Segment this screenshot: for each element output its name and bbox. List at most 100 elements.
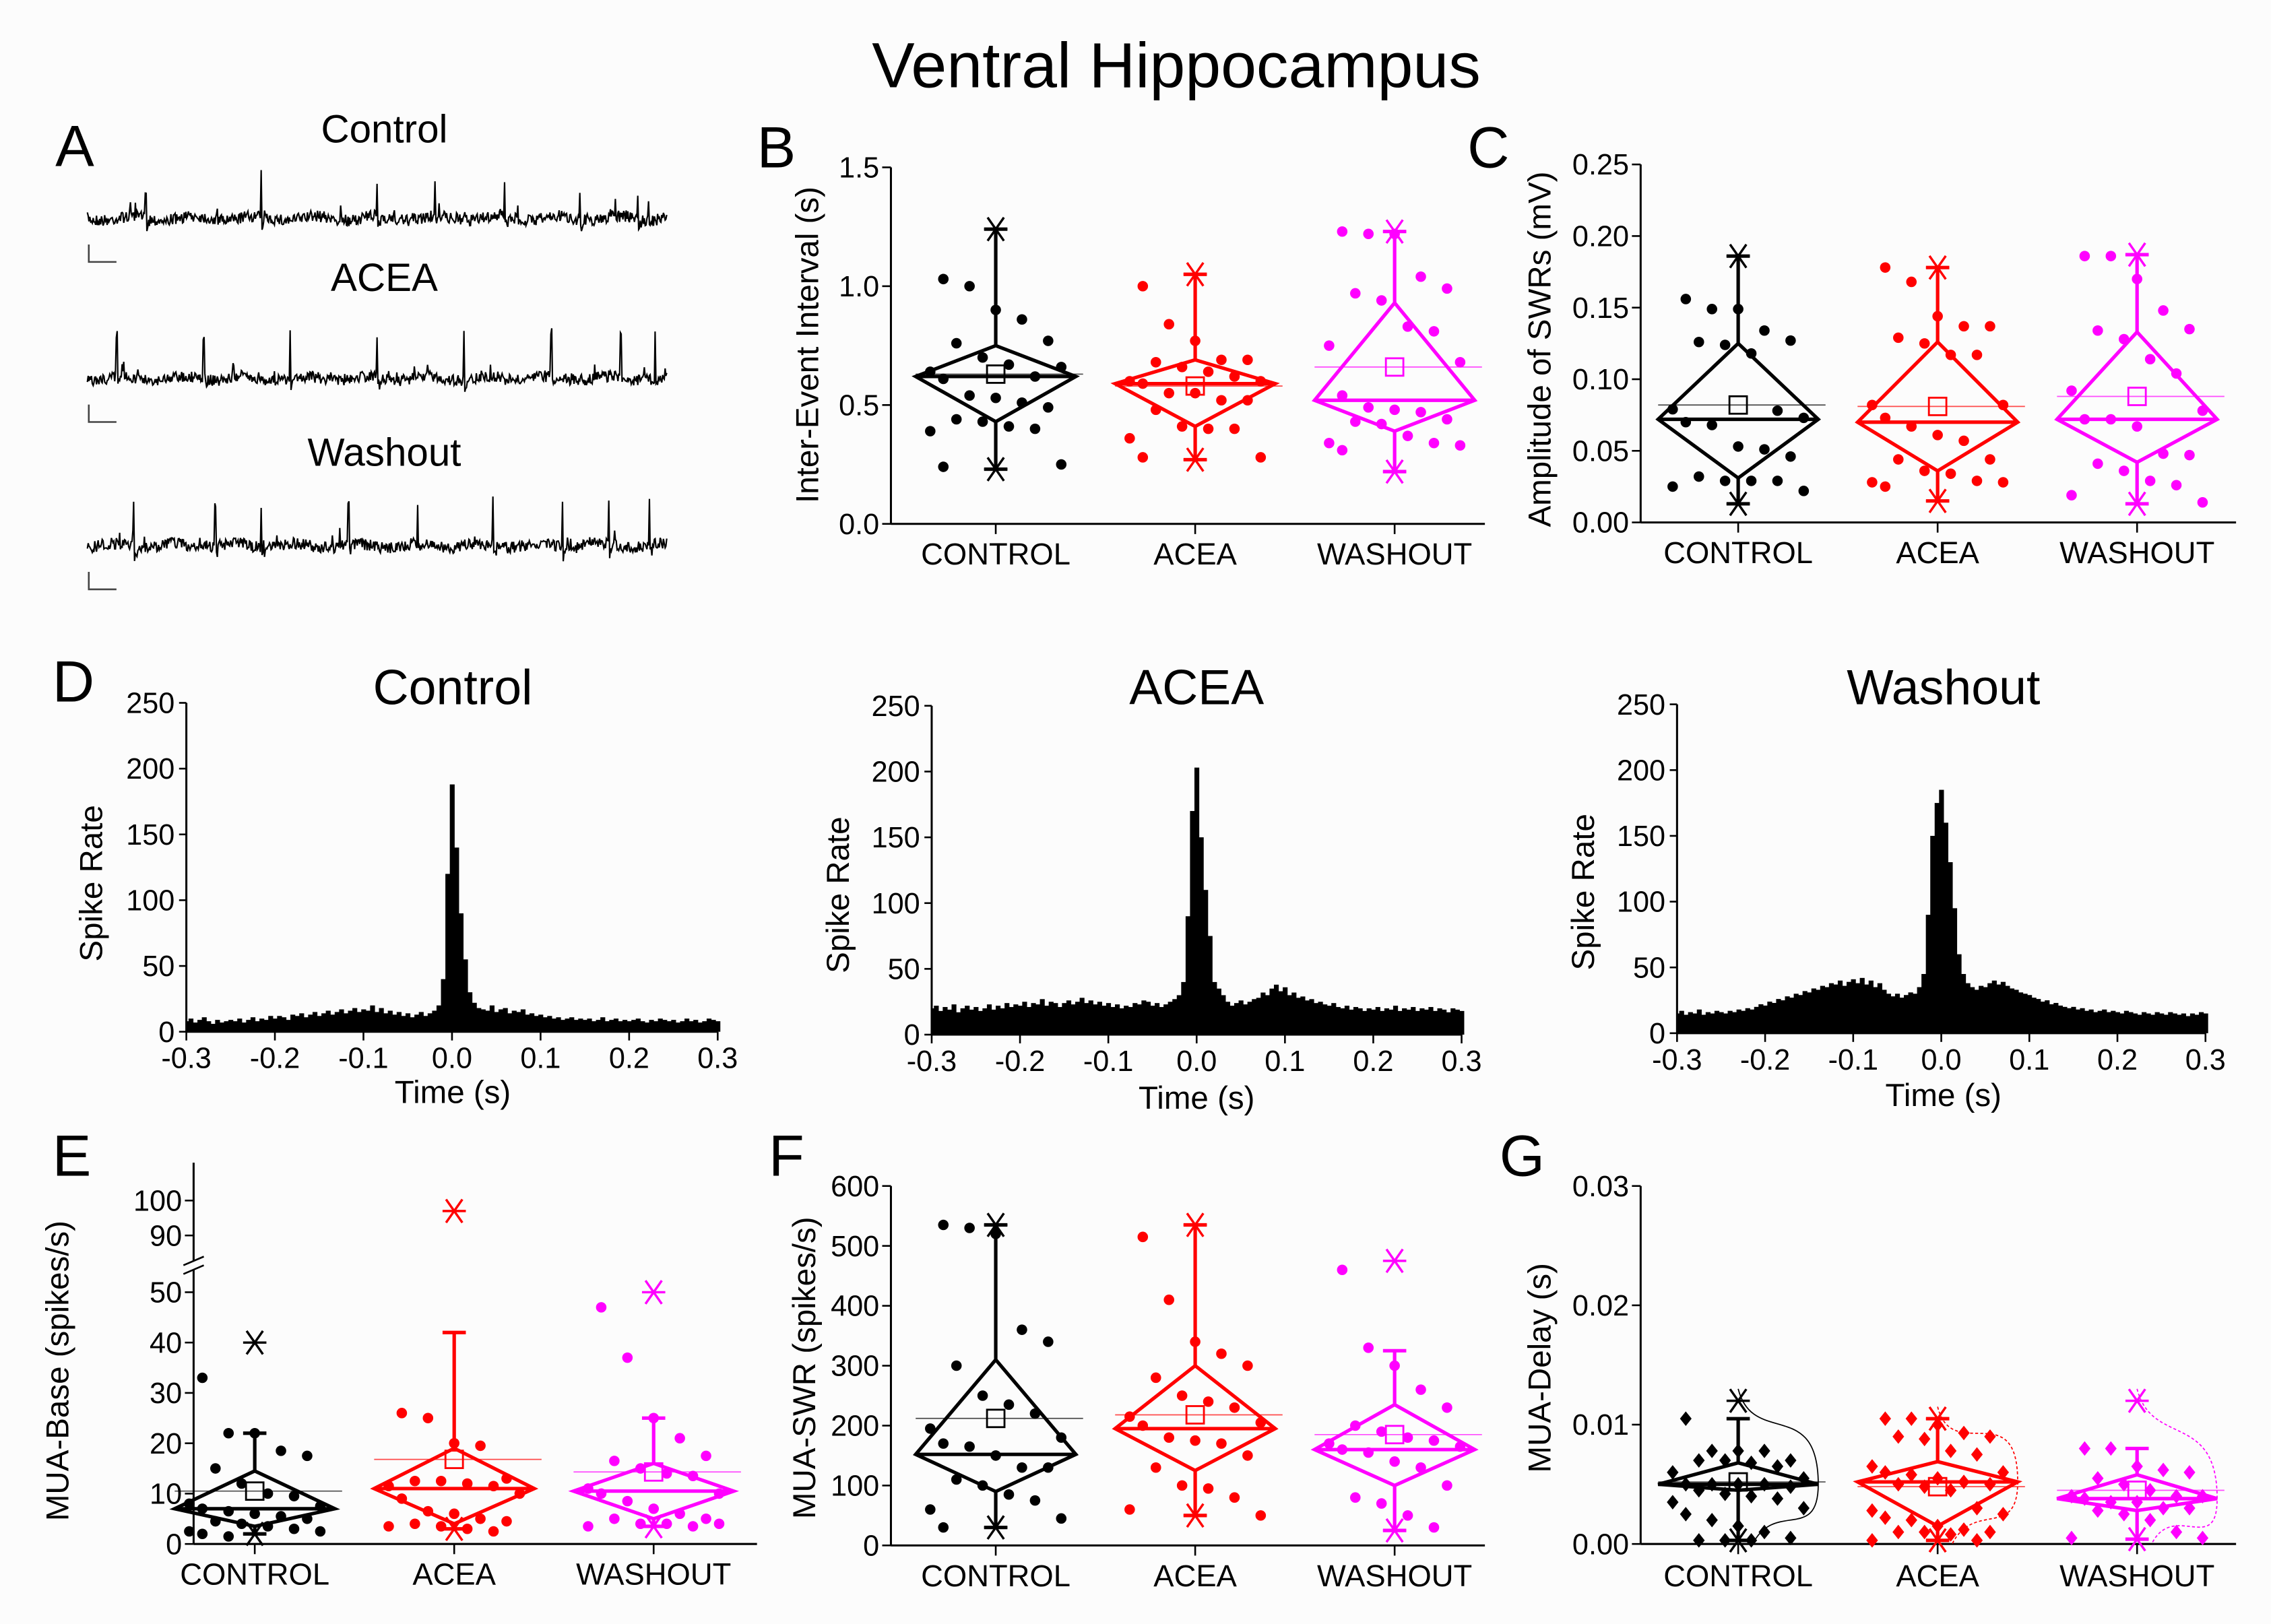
data-point — [1693, 471, 1704, 482]
data-point — [249, 1427, 260, 1439]
data-point — [514, 1488, 525, 1499]
extreme-marker — [984, 1515, 1008, 1540]
histogram-bar — [1847, 981, 1852, 1033]
mean-marker — [1728, 395, 1748, 415]
data-point — [1785, 335, 1796, 346]
data-point — [925, 1423, 936, 1434]
histogram-bar — [622, 1020, 628, 1032]
data-point — [925, 366, 936, 377]
data-point — [687, 1521, 699, 1532]
y-tick-label: 600 — [831, 1171, 879, 1203]
group-control — [1655, 243, 1826, 517]
histogram-bar — [1719, 1012, 1724, 1033]
histogram-bar — [206, 1021, 212, 1032]
panel-letter: E — [53, 1124, 92, 1189]
histogram-bar — [1877, 983, 1882, 1033]
data-point — [1203, 423, 1214, 434]
data-point — [2158, 448, 2169, 459]
data-point — [1056, 1432, 1067, 1443]
data-point — [1350, 416, 1361, 427]
histogram-bar — [436, 1005, 442, 1032]
data-point — [1958, 435, 1969, 447]
extreme-marker — [1183, 1212, 1207, 1237]
extreme-marker — [1183, 261, 1207, 287]
data-point — [2171, 368, 2182, 379]
panel-letter: G — [1500, 1124, 1545, 1189]
data-point — [674, 1433, 685, 1443]
histogram-bar — [1265, 995, 1271, 1035]
y-tick-label: 20 — [150, 1428, 182, 1460]
histogram-bar — [1384, 1008, 1390, 1035]
y-tick-label: 0.10 — [1572, 364, 1629, 396]
histogram-bar — [1688, 1012, 1693, 1033]
data-point — [1124, 1411, 1135, 1422]
histogram-bar — [671, 1020, 676, 1032]
histogram-bar — [1238, 1000, 1244, 1035]
data-point — [1124, 432, 1135, 444]
y-tick-label: 0 — [158, 1016, 174, 1049]
mean-marker — [245, 1481, 265, 1501]
chart-title: ACEA — [1129, 659, 1264, 715]
histogram-bar — [1229, 1006, 1235, 1035]
data-point — [1905, 1411, 1917, 1426]
data-point — [1255, 452, 1267, 463]
histogram-bar — [498, 1009, 504, 1032]
data-point — [701, 1514, 711, 1524]
data-point — [1190, 387, 1201, 399]
histogram-bar — [250, 1017, 256, 1032]
data-point — [2171, 480, 2182, 491]
data-point — [1932, 430, 1943, 441]
data-point — [713, 1518, 725, 1530]
data-point — [938, 1438, 949, 1449]
panel-letter: F — [769, 1124, 804, 1189]
histogram-bar — [1855, 983, 1861, 1033]
data-point — [1056, 362, 1067, 372]
histogram-bar — [1296, 998, 1301, 1035]
data-point — [1324, 340, 1335, 351]
data-point — [276, 1446, 286, 1456]
data-point — [1150, 404, 1161, 416]
histogram-bar — [1930, 835, 1936, 1033]
histogram-bar — [445, 874, 451, 1032]
data-point — [1892, 1476, 1905, 1492]
data-point — [938, 1522, 949, 1533]
histogram-bar — [2128, 1012, 2134, 1033]
y-tick-label: 250 — [1617, 689, 1665, 721]
data-point — [990, 304, 1001, 315]
data-point — [302, 1450, 313, 1462]
histogram-bar — [1952, 908, 1958, 1033]
data-point — [422, 1412, 434, 1424]
y-tick-label: 250 — [872, 690, 920, 723]
data-point — [1229, 423, 1240, 434]
data-point — [1745, 1455, 1758, 1470]
histogram-bar — [1934, 803, 1940, 1033]
data-point — [2079, 251, 2090, 261]
category-label: WASHOUT — [576, 1557, 731, 1592]
group-control — [911, 216, 1083, 482]
y-tick-label: 40 — [150, 1327, 182, 1359]
histogram-bar — [480, 1009, 486, 1032]
histogram-bar — [339, 1009, 344, 1032]
data-point — [1680, 1476, 1692, 1492]
histogram-bar — [476, 1008, 482, 1032]
histogram-bar — [1057, 1007, 1062, 1035]
histogram-bar — [1419, 1008, 1425, 1035]
histogram-bar — [348, 1010, 353, 1032]
data-point — [2078, 1491, 2091, 1506]
data-point — [951, 414, 962, 425]
y-axis-label: MUA-Base (spikes/s) — [40, 1221, 76, 1521]
histogram-bar — [1785, 996, 1790, 1033]
histogram-bar — [640, 1021, 645, 1032]
data-point — [1785, 1530, 1797, 1546]
histogram-bar — [290, 1014, 296, 1032]
histogram-bar — [520, 1009, 526, 1032]
data-point — [288, 1491, 300, 1501]
histogram-bar — [1357, 1008, 1363, 1035]
histogram-bar — [1979, 985, 1984, 1033]
histogram-bar — [973, 1007, 979, 1035]
histogram-bar — [2014, 989, 2019, 1033]
histogram-bar — [272, 1018, 278, 1032]
data-point — [687, 1470, 699, 1482]
